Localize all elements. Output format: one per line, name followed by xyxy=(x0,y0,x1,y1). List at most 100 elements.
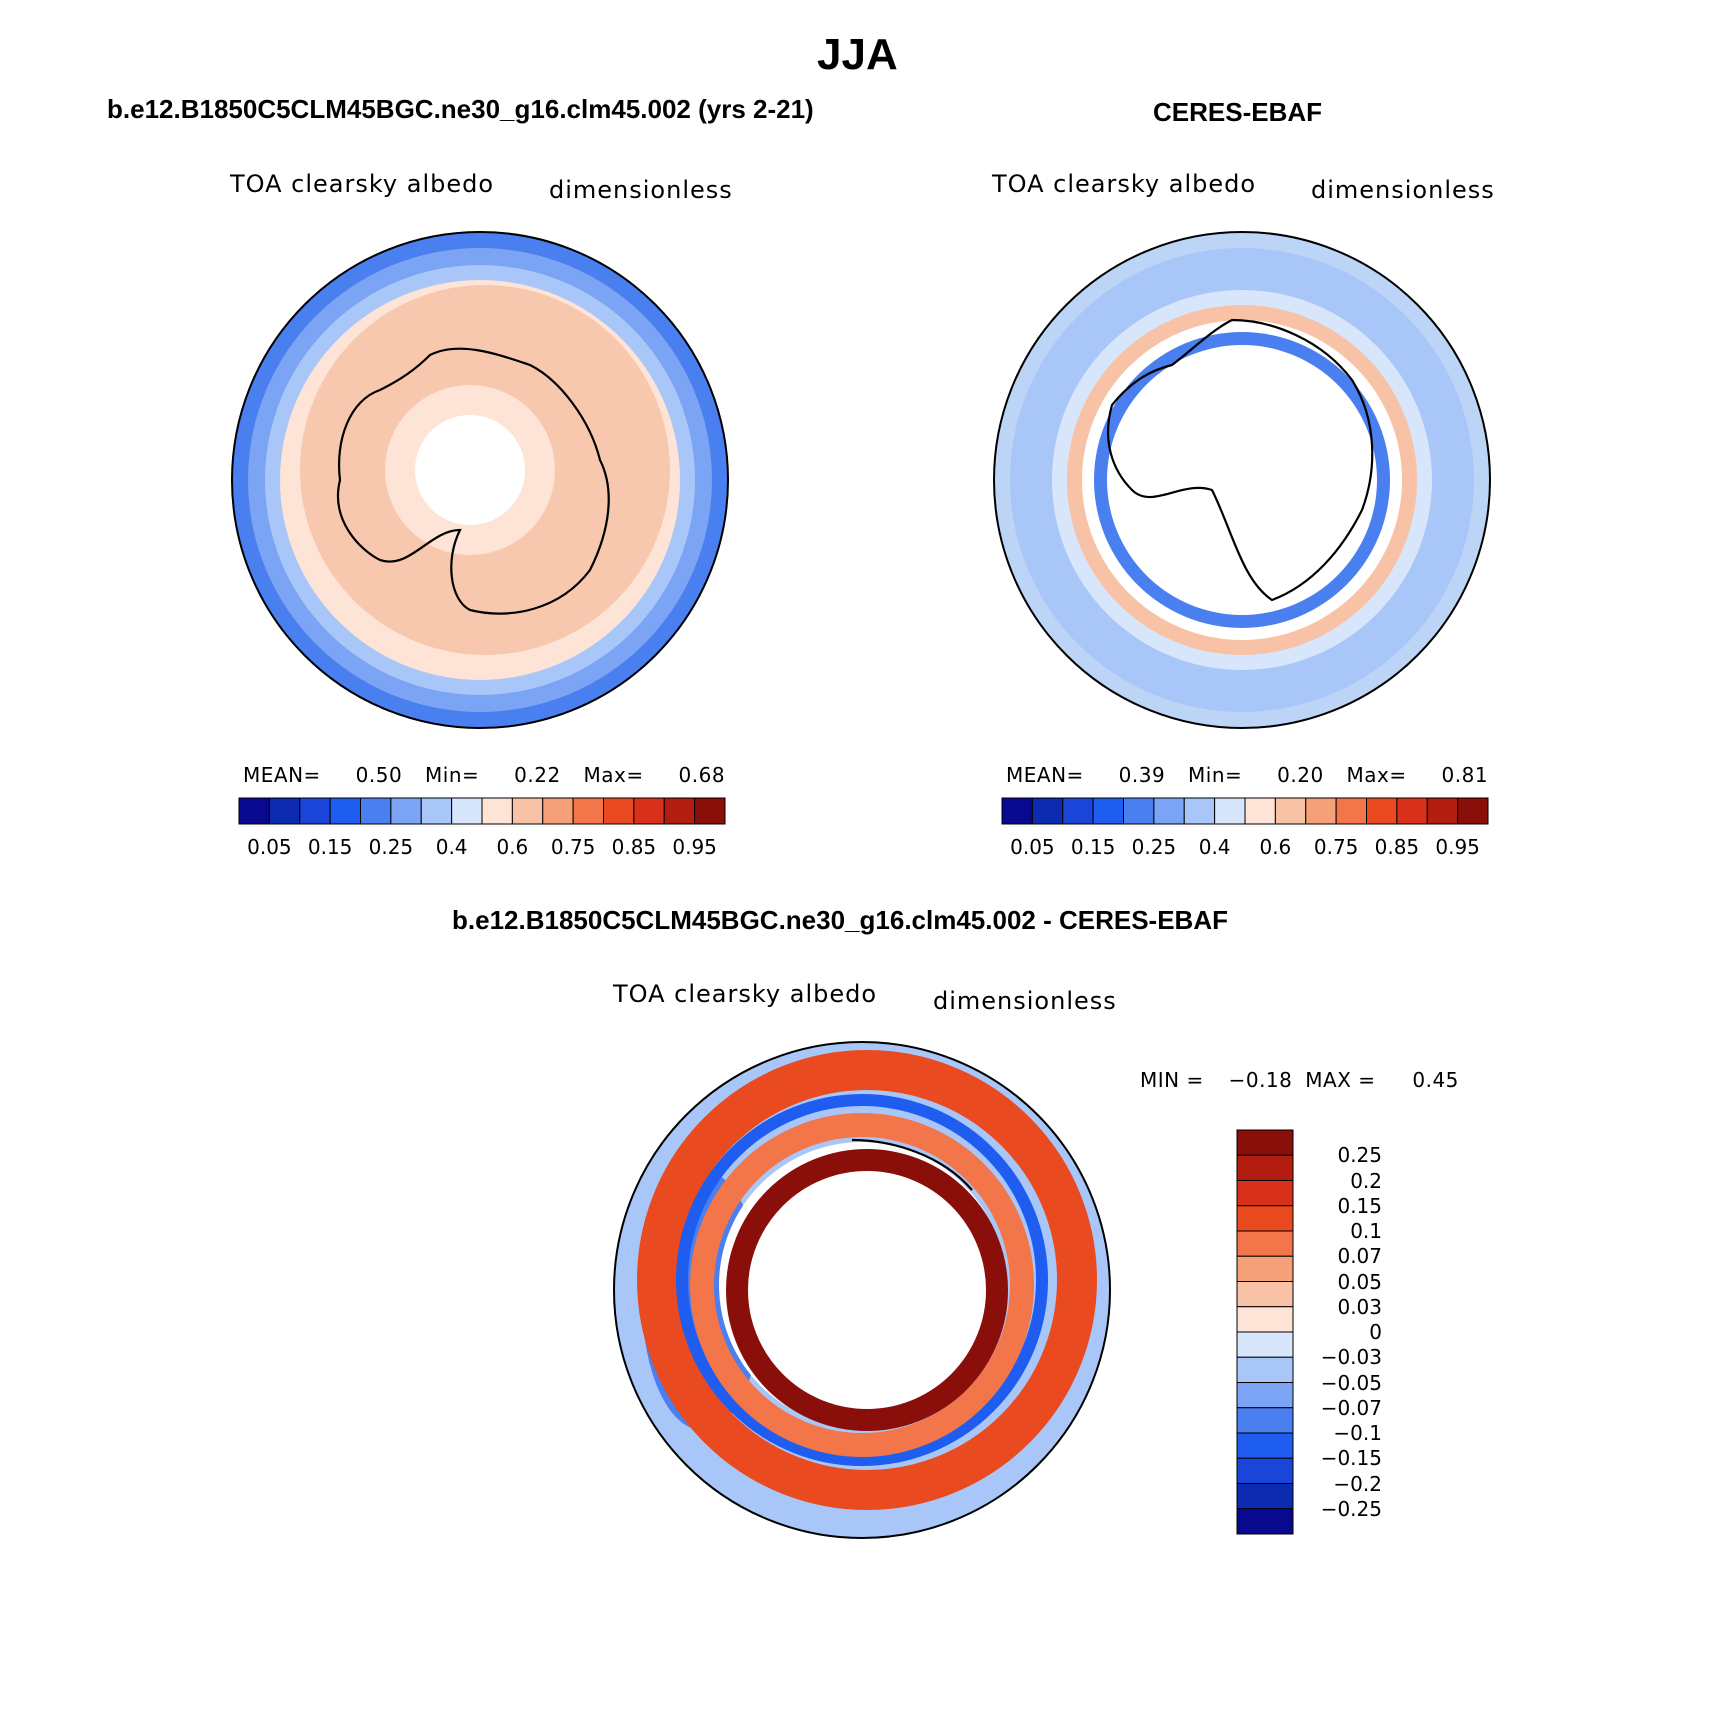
panel2-map xyxy=(993,231,1491,729)
panel1-min-label: Min= xyxy=(425,763,480,787)
colorbar-swatch xyxy=(603,797,635,825)
diff-max-ring xyxy=(726,1149,1008,1431)
diff-colorbar-swatch xyxy=(1236,1483,1294,1510)
diff-colorbar-tick-label: −0.03 xyxy=(1320,1345,1382,1370)
diff-colorbar-swatch xyxy=(1236,1306,1294,1333)
colorbar-swatch xyxy=(1123,797,1155,825)
panel2-max-label: Max= xyxy=(1346,763,1407,787)
colorbar-swatch xyxy=(1153,797,1185,825)
diff-max-label: MAX = xyxy=(1305,1068,1376,1092)
diff-minmax: MIN = −0.18 MAX = 0.45 xyxy=(1140,1068,1459,1092)
diff-colorbar-swatch xyxy=(1236,1331,1294,1358)
colorbar-tick-label: 0.95 xyxy=(672,835,717,859)
colorbar-swatch xyxy=(1031,797,1064,825)
diff-colorbar-tick-label: 0.25 xyxy=(1337,1143,1382,1168)
colorbar-swatch xyxy=(481,797,513,825)
diff-colorbar-tick-label: −0.15 xyxy=(1320,1446,1382,1471)
panel2-antarctica-coastline xyxy=(1107,318,1374,602)
colorbar-tick-label: 0.05 xyxy=(247,835,292,859)
panel1-max-label: Max= xyxy=(583,763,644,787)
colorbar-swatch xyxy=(1274,797,1307,825)
diff-colorbar-swatch xyxy=(1236,1281,1294,1308)
diff-colorbar-swatch xyxy=(1236,1382,1294,1409)
colorbar-swatch xyxy=(238,797,270,825)
diff-variable-label: TOA clearsky albedo xyxy=(613,980,878,1008)
diff-map xyxy=(613,1041,1111,1539)
panel2-stats: MEAN= 0.39 Min= 0.20 Max= 0.81 xyxy=(1006,763,1488,787)
colorbar-swatch xyxy=(360,797,392,825)
panel1-title: b.e12.B1850C5CLM45BGC.ne30_g16.clm45.002… xyxy=(107,94,814,124)
panel1-colorbar xyxy=(238,797,726,825)
diff-colorbar-tick-label: 0.1 xyxy=(1350,1219,1382,1243)
colorbar-swatch xyxy=(1214,797,1246,825)
colorbar-tick-label: 0.25 xyxy=(1131,835,1177,859)
colorbar-tick-label: 0.85 xyxy=(611,835,657,859)
colorbar-tick-label: 0.4 xyxy=(1198,835,1231,859)
colorbar-tick-label: 0.05 xyxy=(1010,835,1055,859)
panel2-colorbar xyxy=(1001,797,1489,825)
colorbar-tick-label: 0.75 xyxy=(550,835,596,859)
colorbar-swatch xyxy=(390,797,422,825)
panel1-max-value: 0.68 xyxy=(678,763,726,787)
colorbar-swatch xyxy=(1305,797,1337,825)
panel1-units-label: dimensionless xyxy=(549,176,733,204)
colorbar-tick-label: 0.25 xyxy=(368,835,414,859)
panel2-pole-missing xyxy=(1107,345,1377,615)
diff-colorbar-labels: 0.25 0.2 0.15 0.1 0.07 0.05 0.03 0 −0.03 −0.05 −0.… xyxy=(1302,1130,1382,1534)
diff-colorbar-tick-label: −0.2 xyxy=(1333,1471,1382,1496)
panel1-antarctica-coastline xyxy=(337,347,610,615)
panel2-units-label: dimensionless xyxy=(1311,176,1495,204)
colorbar-swatch xyxy=(1335,797,1367,825)
diff-max-value: 0.45 xyxy=(1412,1068,1459,1092)
diff-positive-outer-ring xyxy=(637,1050,1097,1510)
diff-colorbar-tick-label: 0.2 xyxy=(1350,1168,1382,1193)
diff-colorbar-tick-label: 0.03 xyxy=(1337,1294,1382,1319)
colorbar-swatch xyxy=(1426,797,1459,825)
panel2-title: CERES-EBAF xyxy=(1153,97,1323,127)
colorbar-tick-label: 0.85 xyxy=(1374,835,1420,859)
diff-units-label: dimensionless xyxy=(933,987,1117,1015)
panel1-map xyxy=(231,231,729,729)
diff-colorbar-tick-label: −0.25 xyxy=(1320,1496,1382,1521)
colorbar-swatch xyxy=(511,797,544,825)
colorbar-swatch xyxy=(268,797,301,825)
diff-colorbar xyxy=(1236,1129,1294,1535)
diff-colorbar-tick-label: 0 xyxy=(1369,1320,1382,1344)
panel1-pole-missing xyxy=(415,415,525,525)
diff-colorbar-swatch xyxy=(1236,1230,1294,1257)
panel2-min-label: Min= xyxy=(1188,763,1243,787)
panel1-min-value: 0.22 xyxy=(514,763,561,787)
colorbar-swatch xyxy=(1183,797,1216,825)
diff-colorbar-tick-label: 0.05 xyxy=(1337,1269,1382,1294)
colorbar-swatch xyxy=(1366,797,1398,825)
colorbar-swatch xyxy=(1457,797,1489,825)
diff-min-value: −0.18 xyxy=(1228,1068,1293,1092)
diff-colorbar-tick-label: −0.1 xyxy=(1333,1421,1382,1445)
colorbar-tick-label: 0.6 xyxy=(1259,835,1292,859)
colorbar-tick-label: 0.4 xyxy=(435,835,468,859)
diff-missing-area xyxy=(719,1142,1005,1428)
diff-antarctica-coastline xyxy=(851,1138,973,1191)
panel1-mean-value: 0.50 xyxy=(355,763,403,787)
colorbar-swatch xyxy=(1062,797,1094,825)
colorbar-swatch xyxy=(420,797,453,825)
diff-colorbar-swatch xyxy=(1236,1356,1294,1383)
colorbar-swatch xyxy=(1001,797,1033,825)
diff-min-label: MIN = xyxy=(1140,1068,1204,1092)
colorbar-tick-label: 0.15 xyxy=(1070,835,1116,859)
page-title: JJA xyxy=(817,30,898,79)
panel1-mean-label: MEAN= xyxy=(243,763,321,787)
panel2-mean-label: MEAN= xyxy=(1006,763,1084,787)
diff-title: b.e12.B1850C5CLM45BGC.ne30_g16.clm45.002… xyxy=(452,905,1228,935)
diff-colorbar-swatch xyxy=(1236,1205,1294,1232)
diff-colorbar-swatch xyxy=(1236,1407,1294,1434)
colorbar-tick-label: 0.95 xyxy=(1435,835,1480,859)
diff-colorbar-swatch xyxy=(1236,1255,1294,1282)
diff-colorbar-tick-label: 0.07 xyxy=(1337,1244,1382,1269)
diff-colorbar-swatch xyxy=(1236,1432,1294,1459)
panel2-mean-value: 0.39 xyxy=(1118,763,1166,787)
colorbar-swatch xyxy=(1244,797,1276,825)
colorbar-swatch xyxy=(1396,797,1428,825)
colorbar-swatch xyxy=(299,797,331,825)
panel1-stats: MEAN= 0.50 Min= 0.22 Max= 0.68 xyxy=(243,763,725,787)
